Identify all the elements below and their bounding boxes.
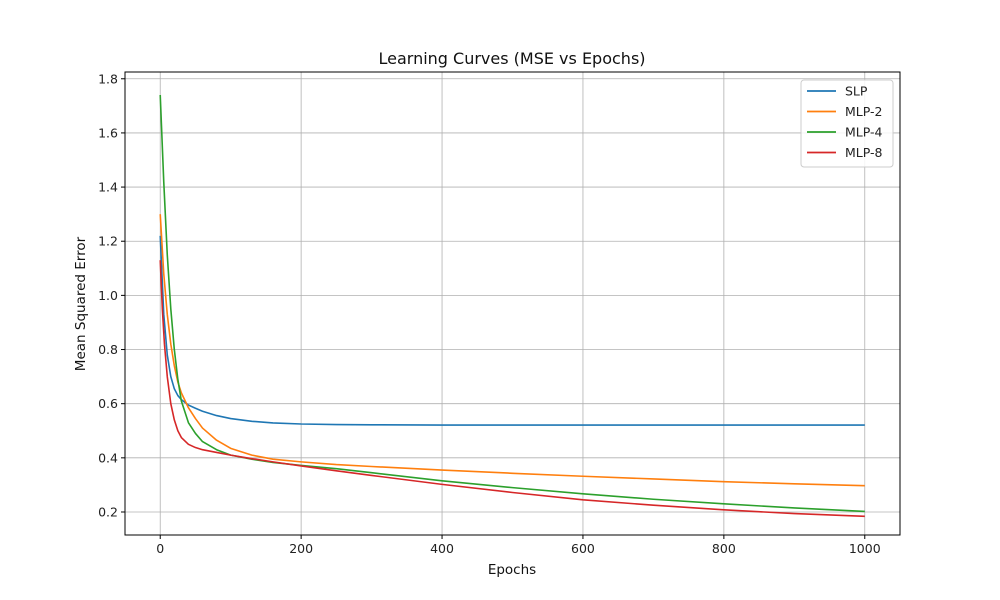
- series-line-mlp-8: [159, 260, 865, 518]
- legend-label: SLP: [845, 84, 868, 99]
- ticks: 0 200 400 600 800 1000 0.2 0.4 0.6 0.8 1.0 1.2 1.4 1.…: [98, 71, 881, 556]
- legend-label: MLP-2: [845, 104, 882, 119]
- y-tick-label: 1.6: [98, 125, 118, 140]
- legend-label: MLP-4: [845, 125, 883, 140]
- x-tick-label: 400: [430, 541, 454, 556]
- series-line-slp: [159, 235, 865, 426]
- y-tick-label: 1.0: [98, 288, 118, 303]
- y-tick-label: 1.2: [98, 234, 118, 249]
- y-tick-label: 0.2: [98, 504, 118, 519]
- x-tick-label: 0: [156, 541, 164, 556]
- y-axis-title: Mean Squared Error: [73, 236, 89, 371]
- x-tick-label: 800: [712, 541, 736, 556]
- y-tick-label: 1.8: [98, 71, 118, 86]
- y-tick-label: 1.4: [98, 180, 118, 195]
- x-tick-label: 200: [289, 541, 313, 556]
- legend-box: [800, 79, 894, 168]
- y-tick-label: 0.4: [98, 450, 118, 465]
- series-line-mlp-2: [159, 214, 865, 487]
- chart-title: Learning Curves (MSE vs Epochs): [378, 49, 645, 68]
- y-tick-label: 0.8: [98, 342, 118, 357]
- grid: [125, 72, 900, 535]
- y-tick-label: 0.6: [98, 396, 118, 411]
- series-line-mlp-4: [159, 94, 865, 513]
- x-tick-label: 1000: [849, 541, 881, 556]
- x-axis-title: Epochs: [488, 562, 536, 578]
- legend-label: MLP-8: [845, 145, 883, 160]
- x-tick-label: 600: [571, 541, 595, 556]
- series-lines: [159, 94, 865, 518]
- plot-frame: [124, 71, 901, 536]
- legend: SLP MLP-2 MLP-4 MLP-8: [800, 79, 894, 168]
